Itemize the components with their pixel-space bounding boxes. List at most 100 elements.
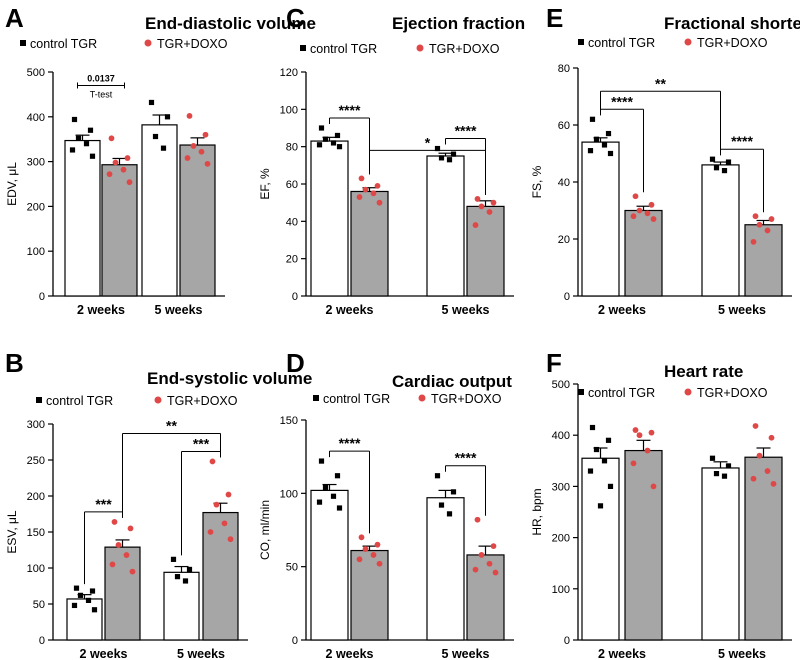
bar-doxo — [466, 205, 505, 297]
data-point-doxo — [358, 175, 365, 182]
data-point-doxo — [221, 520, 228, 527]
panel-label: C — [286, 3, 305, 33]
data-point-control — [336, 144, 343, 150]
data-point-control — [73, 585, 80, 591]
panel-label: E — [546, 3, 563, 33]
y-tick-label: 100 — [280, 488, 298, 500]
data-point-control — [160, 145, 167, 151]
y-tick-label: 60 — [286, 179, 298, 191]
legend: control TGR TGR+DOXO — [578, 36, 768, 50]
data-point-doxo — [227, 536, 234, 543]
data-point-doxo — [768, 434, 775, 441]
data-point-control — [446, 511, 453, 517]
legend-marker-control — [300, 45, 306, 51]
y-axis-label: EDV, μL — [5, 162, 19, 206]
data-point-doxo — [186, 113, 193, 119]
data-point-control — [322, 484, 329, 491]
data-point-control — [330, 140, 337, 146]
data-point-doxo — [486, 560, 493, 567]
data-point-doxo — [213, 501, 220, 508]
significance-stars: **** — [455, 450, 477, 466]
significance-stars: *** — [193, 435, 210, 451]
data-point-control — [69, 147, 76, 153]
legend-marker-doxo — [144, 39, 152, 47]
chart-title: Heart rate — [664, 362, 743, 381]
y-tick-label: 150 — [27, 527, 45, 539]
y-tick-label: 0 — [39, 635, 45, 647]
data-point-doxo — [204, 160, 211, 167]
legend-marker-control — [578, 389, 584, 395]
y-tick-label: 500 — [27, 67, 45, 79]
y-tick-label: 50 — [33, 599, 45, 611]
bar-control — [64, 139, 101, 297]
data-point-doxo — [198, 148, 205, 155]
data-point-control — [450, 151, 457, 157]
chart-title: End-systolic volume — [147, 369, 312, 388]
data-point-control — [434, 473, 441, 479]
y-tick-label: 60 — [558, 120, 570, 132]
y-tick-label: 100 — [27, 563, 45, 575]
data-point-doxo — [115, 542, 122, 548]
legend: control TGR TGR+DOXO — [300, 42, 500, 56]
bar-doxo — [179, 144, 216, 297]
x-tick-label: 5 weeks — [718, 647, 766, 660]
bar-doxo — [744, 456, 783, 641]
data-point-doxo — [472, 222, 479, 228]
significance-stars: **** — [339, 435, 361, 451]
y-axis: 0 100 200 300 400 500 HR, bpm — [530, 379, 579, 647]
y-tick-label: 500 — [552, 379, 570, 391]
significance-stars: **** — [731, 133, 753, 149]
y-tick-label: 400 — [27, 112, 45, 124]
data-point-control — [601, 458, 608, 464]
data-point-doxo — [184, 155, 191, 161]
legend-marker-doxo — [418, 394, 426, 402]
y-tick-label: 0 — [292, 635, 298, 647]
y-axis: 0 20 40 60 80 100 120 EF, % — [258, 67, 307, 303]
x-tick-label: 2 weeks — [598, 303, 646, 317]
y-axis: 0 20 40 60 80 FS, % — [530, 63, 579, 303]
data-point-doxo — [124, 155, 131, 161]
data-point-doxo — [756, 221, 763, 228]
legend: control TGR TGR+DOXO — [578, 386, 768, 400]
data-point-doxo — [123, 552, 130, 558]
data-point-doxo — [478, 203, 485, 210]
significance-stars: * — [425, 134, 431, 150]
chart-title: Cardiac output — [392, 372, 512, 391]
p-value-label: 0.0137 — [87, 73, 115, 83]
panel-label: A — [5, 3, 24, 33]
legend-marker-control — [313, 395, 319, 401]
test-label: T-test — [90, 89, 113, 99]
data-point-control — [316, 499, 323, 505]
data-point-control — [587, 468, 594, 474]
bar-control — [701, 164, 740, 297]
data-point-doxo — [750, 475, 757, 482]
data-point-control — [316, 142, 323, 148]
data-point-doxo — [630, 213, 637, 220]
data-point-control — [334, 473, 341, 479]
legend-label-doxo: TGR+DOXO — [429, 42, 500, 56]
chart-title: Ejection fraction — [392, 14, 525, 33]
y-tick-label: 120 — [280, 67, 298, 79]
bar-control — [426, 155, 465, 297]
data-point-control — [587, 148, 594, 154]
data-point-control — [322, 136, 329, 142]
legend-label-doxo: TGR+DOXO — [157, 37, 228, 51]
data-point-control — [601, 142, 608, 148]
data-point-doxo — [120, 166, 127, 173]
data-point-doxo — [644, 210, 651, 217]
data-point-control — [607, 483, 614, 489]
data-point-doxo — [764, 227, 771, 234]
bar-control — [141, 124, 178, 297]
data-point-doxo — [109, 561, 116, 568]
data-point-doxo — [650, 216, 657, 222]
data-point-doxo — [472, 566, 479, 573]
data-point-control — [318, 125, 325, 131]
x-tick-label: 5 weeks — [177, 647, 225, 660]
bar-doxo — [624, 449, 663, 641]
y-tick-label: 40 — [286, 216, 298, 228]
data-point-control — [446, 157, 453, 163]
data-point-doxo — [225, 491, 232, 498]
y-tick-label: 300 — [27, 157, 45, 169]
